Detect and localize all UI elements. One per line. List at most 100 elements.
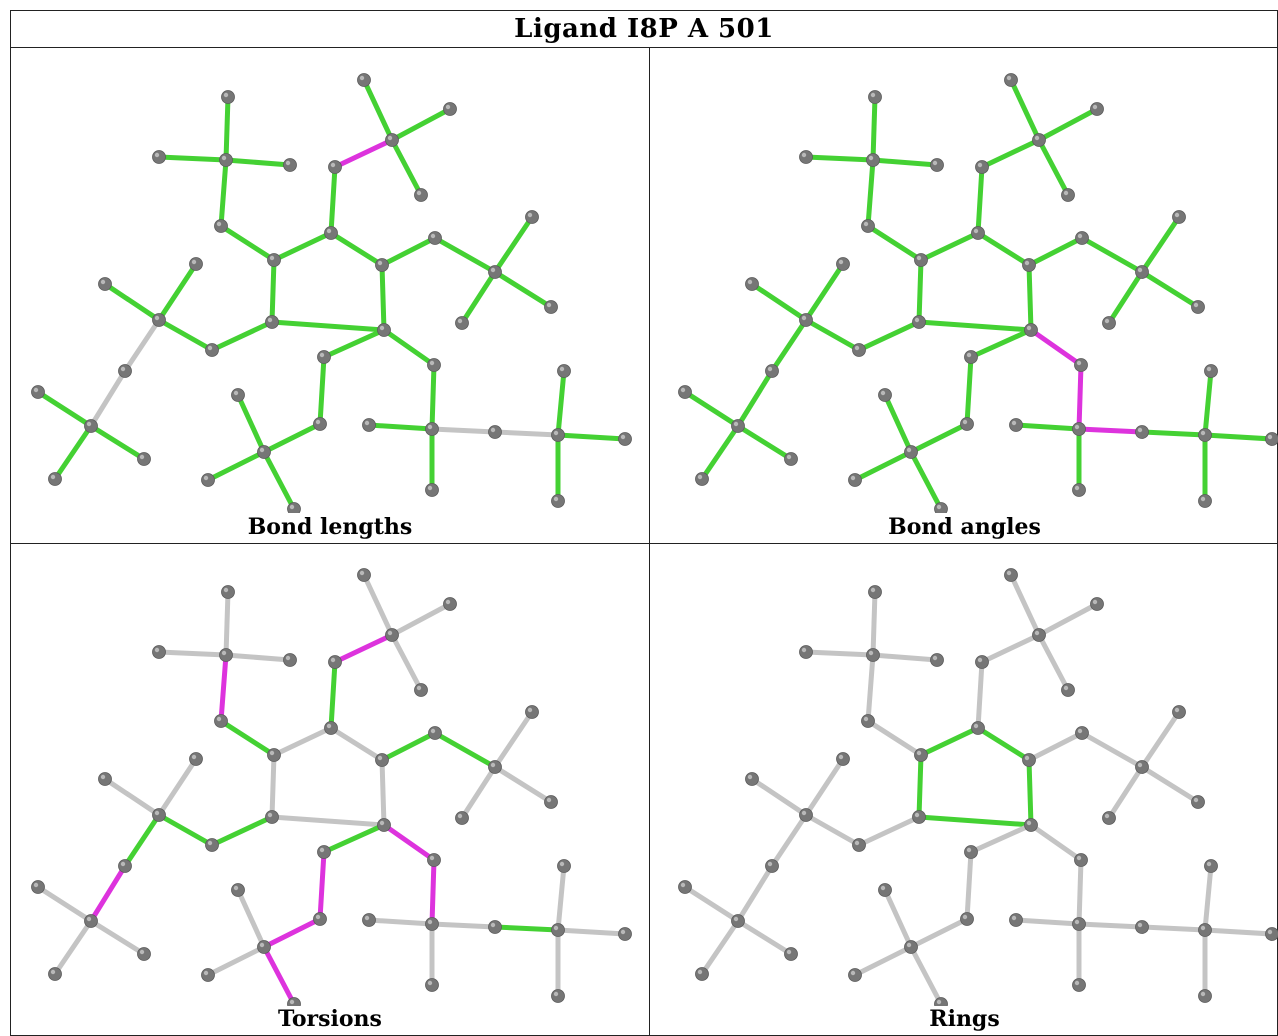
atom-highlight [269, 255, 275, 261]
atom-highlight [880, 390, 886, 396]
atom-highlight [387, 135, 393, 141]
atom [1191, 300, 1205, 314]
atom-highlight [697, 474, 703, 480]
bond [156, 261, 199, 323]
atom [930, 158, 944, 172]
atom-highlight [490, 427, 496, 433]
atom-highlight [850, 970, 856, 976]
atom-highlight [1006, 75, 1012, 81]
bond [156, 154, 229, 163]
atom-highlight [233, 390, 239, 396]
atom-highlight [1074, 919, 1080, 925]
bond [261, 449, 297, 512]
bond [361, 572, 395, 638]
atom [443, 597, 457, 611]
atom-highlight [1206, 366, 1212, 372]
bond [555, 863, 567, 933]
atom [219, 648, 233, 662]
atom [1074, 853, 1088, 867]
bond [870, 652, 940, 663]
atom-highlight [801, 647, 807, 653]
atom [836, 752, 850, 766]
bond [1076, 362, 1084, 432]
atom-highlight [854, 345, 860, 351]
bond [389, 601, 453, 638]
atom-highlight [786, 454, 792, 460]
atom [799, 313, 813, 327]
atom-highlight [914, 317, 920, 323]
atom [152, 645, 166, 659]
atom [1191, 795, 1205, 809]
atom-highlight [733, 916, 739, 922]
atom-highlight [966, 352, 972, 358]
atom [695, 472, 709, 486]
atom [219, 153, 233, 167]
bond [870, 589, 878, 658]
atom [1172, 210, 1186, 224]
atom [283, 653, 297, 667]
atom [930, 653, 944, 667]
atom-highlight [1011, 915, 1017, 921]
atom [313, 417, 327, 431]
atom-highlight [269, 750, 275, 756]
atom [557, 859, 571, 873]
bond [979, 137, 1042, 170]
atom [618, 432, 632, 446]
atom [1135, 760, 1149, 774]
bond [749, 281, 809, 323]
atom [317, 350, 331, 364]
atom-highlight [863, 221, 869, 227]
bond [381, 822, 437, 863]
atom-highlight [546, 797, 552, 803]
bond [429, 857, 437, 927]
atom [1102, 316, 1116, 330]
atom [324, 721, 338, 735]
atom-highlight [120, 366, 126, 372]
atom-highlight [1063, 685, 1069, 691]
bond [699, 423, 741, 482]
bond [803, 154, 876, 163]
atom [137, 947, 151, 961]
caption-rings: Rings [929, 1006, 1000, 1032]
atom-highlight [906, 447, 912, 453]
bond [852, 944, 914, 978]
atom-highlight [457, 813, 463, 819]
bond [328, 230, 385, 268]
bond [122, 812, 162, 869]
bond [205, 449, 267, 483]
atom [427, 853, 441, 867]
atom [551, 923, 565, 937]
atom [1204, 364, 1218, 378]
bond [223, 157, 293, 168]
bond [803, 649, 876, 658]
atom-highlight [207, 840, 213, 846]
atom [377, 818, 391, 832]
atom [557, 364, 571, 378]
atom [1198, 494, 1212, 508]
bond [918, 230, 981, 263]
bond [1202, 368, 1214, 438]
atom-highlight [50, 474, 56, 480]
atom-highlight [906, 942, 912, 948]
atom-highlight [203, 475, 209, 481]
atom [975, 160, 989, 174]
panel-torsions: Torsions [11, 544, 649, 1036]
atom-highlight [490, 267, 496, 273]
bond [223, 589, 231, 658]
atom [328, 655, 342, 669]
atom-highlight [379, 820, 385, 826]
atom-highlight [1076, 360, 1082, 366]
atom [799, 645, 813, 659]
atom [488, 920, 502, 934]
atom [283, 158, 297, 172]
atom-highlight [1137, 762, 1143, 768]
atom [912, 810, 926, 824]
atom-highlight [936, 999, 942, 1005]
bond [379, 730, 438, 763]
bond [218, 223, 277, 263]
bond [856, 814, 922, 848]
atom-highlight [1034, 135, 1040, 141]
atom-highlight [285, 655, 291, 661]
atom-highlight [973, 723, 979, 729]
bond [156, 317, 215, 353]
